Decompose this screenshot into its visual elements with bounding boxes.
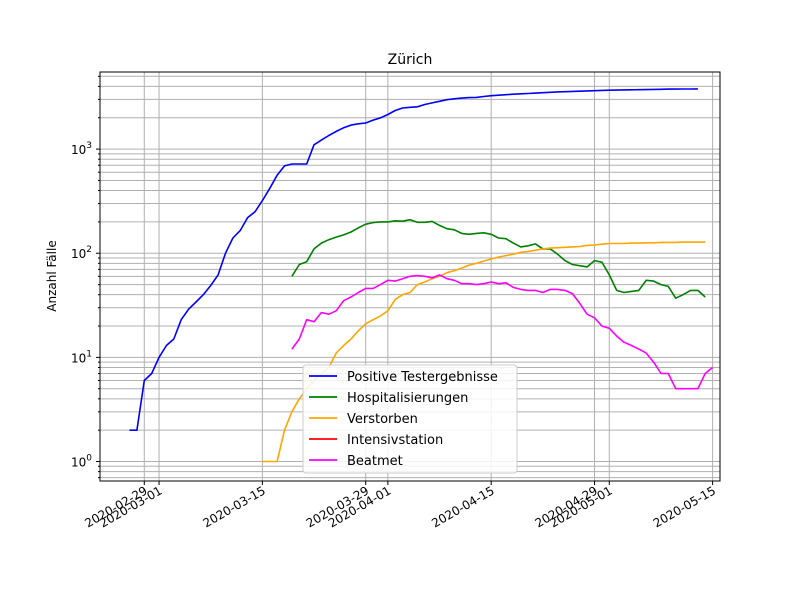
series-line-positive testergebnisse [129,88,698,431]
y-tick-label: 101 [71,349,92,365]
y-tick-label: 100 [71,454,92,470]
y-tick-label-exponent: 0 [86,454,92,464]
y-tick-label-exponent: 1 [86,349,92,359]
y-tick-label-exponent: 2 [86,245,92,255]
grid-lines [100,72,720,481]
series-line-beatmet [291,274,714,390]
y-tick-label-base: 10 [71,247,86,261]
y-tick-label-exponent: 3 [86,141,92,151]
legend-label: Verstorben [347,412,418,427]
legend-label: Hospitalisierungen [347,391,468,406]
chart-title: Zürich [388,52,433,68]
y-tick-label: 102 [71,245,92,261]
legend-label: Intensivstation [347,433,443,448]
legend: Positive Testergebnisse Hospitalisierunge… [302,364,518,474]
y-tick-label: 103 [71,141,92,157]
legend-box [302,364,518,474]
series-line-verstorben [262,241,706,463]
y-tick-label-base: 10 [71,351,86,365]
y-tick-label-base: 10 [71,456,86,470]
legend-label: Beatmet [347,454,403,469]
legend-label: Positive Testergebnisse [347,370,498,385]
series-line-hospitalisierungen [291,218,706,299]
y-axis-label: Anzahl Fälle [45,240,59,311]
series-lines [129,88,714,463]
y-tick-label-base: 10 [71,143,86,157]
